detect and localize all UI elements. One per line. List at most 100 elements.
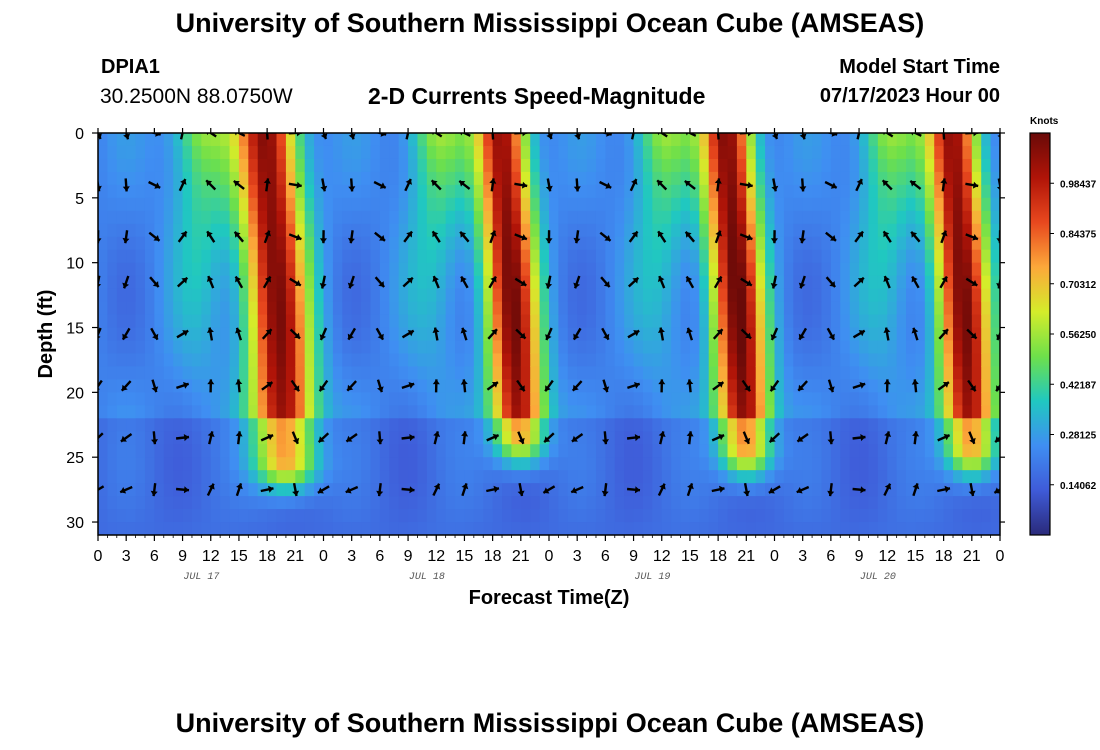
heatmap-cell xyxy=(953,314,964,329)
current-arrow xyxy=(881,179,893,191)
heatmap-cell xyxy=(248,405,259,419)
heatmap-cell xyxy=(830,431,841,445)
heatmap-cell xyxy=(793,249,804,264)
heatmap-cell xyxy=(191,171,202,186)
x-tick-label: 18 xyxy=(258,548,276,565)
heatmap-cell xyxy=(642,431,653,445)
heatmap-cell xyxy=(840,496,851,510)
heatmap-cell xyxy=(304,236,315,251)
heatmap-cell xyxy=(408,223,419,238)
heatmap-cell xyxy=(567,288,578,303)
current-arrow xyxy=(401,382,415,390)
heatmap-cell xyxy=(285,314,296,329)
heatmap-cell xyxy=(774,496,785,510)
heatmap-cell xyxy=(257,444,268,458)
heatmap-cell xyxy=(859,509,870,523)
heatmap-cell xyxy=(558,223,569,238)
heatmap-cell xyxy=(520,158,531,173)
heatmap-cell xyxy=(859,314,870,329)
heatmap-cell xyxy=(154,496,165,510)
heatmap-cell xyxy=(586,340,597,355)
heatmap-cell xyxy=(248,444,259,458)
heatmap-cell xyxy=(624,262,635,277)
heatmap-cell xyxy=(877,379,888,393)
heatmap-cell xyxy=(370,249,381,264)
heatmap-cell xyxy=(774,340,785,355)
heatmap-cell xyxy=(642,236,653,251)
heatmap-cell xyxy=(436,405,447,419)
heatmap-cell xyxy=(398,470,409,484)
heatmap-cell xyxy=(342,470,353,484)
heatmap-cell xyxy=(182,262,193,277)
heatmap-cell xyxy=(267,431,278,445)
heatmap-cell xyxy=(332,483,343,497)
heatmap-cell xyxy=(783,288,794,303)
heatmap-cell xyxy=(361,353,372,368)
heatmap-cell xyxy=(924,145,935,160)
heatmap-cell xyxy=(389,145,400,160)
heatmap-cell xyxy=(614,392,625,406)
heatmap-cell xyxy=(483,353,494,368)
heatmap-cell xyxy=(126,314,137,329)
heatmap-cell xyxy=(915,418,926,432)
heatmap-cell xyxy=(464,522,475,535)
current-arrow xyxy=(515,328,527,340)
heatmap-cell xyxy=(652,210,663,225)
heatmap-cell xyxy=(126,509,137,523)
heatmap-cell xyxy=(765,366,776,380)
heatmap-cell xyxy=(896,236,907,251)
x-tick-label: 0 xyxy=(94,548,103,565)
heatmap-cell xyxy=(868,366,879,380)
heatmap-cell xyxy=(483,133,494,147)
heatmap-cell xyxy=(126,496,137,510)
heatmap-cell xyxy=(398,275,409,290)
heatmap-cell xyxy=(802,366,813,380)
heatmap-cell xyxy=(342,223,353,238)
heatmap-cell xyxy=(934,418,945,432)
heatmap-cell xyxy=(549,133,559,147)
heatmap-cell xyxy=(436,301,447,316)
heatmap-cell xyxy=(173,301,184,316)
heatmap-cell xyxy=(295,223,306,238)
heatmap-cell xyxy=(238,210,249,225)
heatmap-cell xyxy=(492,210,503,225)
heatmap-cell xyxy=(539,223,550,238)
heatmap-cell xyxy=(445,457,456,471)
heatmap-cell xyxy=(201,457,212,471)
heatmap-cell xyxy=(680,353,691,368)
heatmap-cell xyxy=(163,223,174,238)
heatmap-cell xyxy=(887,327,898,342)
heatmap-cell xyxy=(379,340,390,355)
heatmap-cell xyxy=(408,405,419,419)
heatmap-cell xyxy=(689,509,700,523)
heatmap-cell xyxy=(220,353,231,368)
heatmap-cell xyxy=(774,288,785,303)
heatmap-cell xyxy=(849,353,860,368)
heatmap-cell xyxy=(154,431,165,445)
heatmap-cell xyxy=(116,327,127,342)
current-arrow xyxy=(121,327,131,341)
heatmap-cell xyxy=(530,431,541,445)
heatmap-cell xyxy=(614,145,625,160)
heatmap-cell xyxy=(586,171,597,186)
heatmap-cell xyxy=(830,405,841,419)
heatmap-cell xyxy=(295,392,306,406)
heatmap-cell xyxy=(953,158,964,173)
heatmap-cell xyxy=(699,197,710,212)
heatmap-cell xyxy=(98,496,108,510)
heatmap-cell xyxy=(408,249,419,264)
heatmap-cell xyxy=(163,275,174,290)
heatmap-cell xyxy=(595,145,606,160)
heatmap-cell xyxy=(511,353,522,368)
heatmap-cell xyxy=(201,223,212,238)
heatmap-cell xyxy=(971,223,982,238)
heatmap-cell xyxy=(577,301,588,316)
heatmap-cell xyxy=(567,301,578,316)
heatmap-cell xyxy=(229,158,240,173)
heatmap-cell xyxy=(934,431,945,445)
heatmap-cell xyxy=(755,301,766,316)
colorbar-tick-label: 0.14062 xyxy=(1060,481,1097,492)
heatmap-cell xyxy=(859,236,870,251)
heatmap-cell xyxy=(502,366,513,380)
heatmap-cell xyxy=(98,236,108,251)
